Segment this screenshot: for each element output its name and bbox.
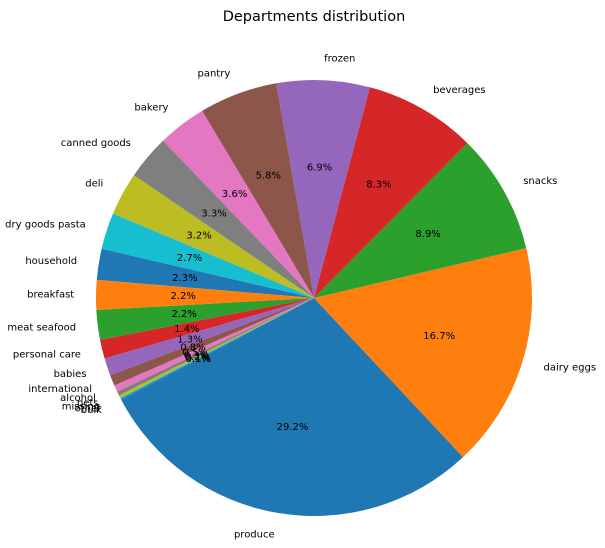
pct-label-bakery: 3.6% — [222, 189, 247, 200]
pct-label-meat-seafood: 2.2% — [172, 309, 197, 320]
slice-bakery — [163, 110, 314, 299]
slice-label-household: household — [25, 256, 77, 267]
pct-label-pantry: 5.8% — [256, 170, 281, 181]
pct-label-produce: 29.2% — [277, 422, 309, 433]
slice-frozen — [276, 79, 370, 299]
slice-label-breakfast: breakfast — [27, 290, 74, 301]
slice-label-other: other — [75, 404, 103, 415]
slice-label-bulk: bulk — [81, 405, 102, 416]
slice-breakfast — [95, 279, 314, 311]
slice-label-produce: produce — [234, 530, 275, 541]
slice-label-international: international — [28, 384, 92, 395]
slice-bulk — [120, 298, 314, 401]
slice-produce — [121, 298, 464, 516]
slice-babies — [104, 298, 314, 376]
slice-dairy-eggs — [314, 248, 533, 458]
slice-label-missing: missing — [62, 402, 100, 413]
slice-label-babies: babies — [54, 369, 87, 380]
slice-labels: produce dairy eggs snacks beverages frozen pa… — [5, 53, 596, 540]
slice-canned-goods — [133, 140, 314, 298]
slice-label-bakery: bakery — [134, 102, 168, 113]
slice-missing — [119, 298, 314, 398]
pct-label-babies: 1.3% — [177, 334, 202, 345]
percentage-labels: 29.2% 16.7% 8.9% 8.3% 6.9% 5.8% 3.6% 3.3% 3.2% 2.… — [171, 162, 456, 433]
slice-label-canned-goods: canned goods — [61, 138, 131, 149]
slice-meat-seafood — [96, 298, 314, 340]
slice-label-snacks: snacks — [523, 176, 557, 187]
pct-label-snacks: 8.9% — [415, 229, 440, 240]
slice-label-pets: pets — [77, 398, 99, 409]
pct-label-bulk: 0.1% — [186, 354, 211, 365]
slice-label-meat-seafood: meat seafood — [7, 323, 76, 334]
pct-label-household: 2.3% — [172, 273, 197, 284]
slice-dry-goods-pasta — [101, 213, 315, 298]
pct-label-pets: 0.3% — [184, 350, 209, 361]
slice-label-pantry: pantry — [197, 68, 230, 79]
slice-snacks — [314, 143, 527, 298]
slice-label-dairy-eggs: dairy eggs — [544, 362, 597, 373]
pct-label-other: 0.1% — [185, 353, 210, 364]
pct-label-deli: 3.2% — [186, 231, 211, 242]
pct-label-breakfast: 2.2% — [171, 291, 196, 302]
pct-label-alcohol: 0.5% — [182, 347, 207, 358]
slice-alcohol — [114, 298, 314, 392]
slice-label-alcohol: alcohol — [60, 393, 96, 404]
pct-label-frozen: 6.9% — [307, 162, 332, 173]
slice-label-dry-goods-pasta: dry goods pasta — [5, 219, 86, 230]
slice-label-deli: deli — [85, 179, 103, 190]
slice-label-frozen: frozen — [324, 53, 355, 64]
slice-other — [120, 298, 314, 400]
slice-international — [110, 298, 315, 386]
slice-household — [96, 248, 314, 298]
slice-deli — [112, 175, 314, 298]
slice-label-personal-care: personal care — [13, 349, 81, 360]
pct-label-beverages: 8.3% — [366, 179, 391, 190]
pct-label-personal-care: 1.4% — [174, 324, 199, 335]
pct-label-dry-goods-pasta: 2.7% — [177, 253, 202, 264]
slice-pets — [117, 298, 314, 396]
pct-label-canned-goods: 3.3% — [201, 209, 226, 220]
slice-beverages — [314, 87, 468, 299]
pct-label-dairy-eggs: 16.7% — [423, 331, 455, 342]
pie-slices — [95, 79, 533, 516]
pct-label-international: 0.8% — [180, 343, 205, 354]
chart-title: Departments distribution — [223, 9, 406, 25]
slice-personal-care — [100, 298, 314, 359]
pct-label-missing: 0.2% — [185, 352, 210, 363]
slice-pantry — [202, 83, 314, 298]
slice-label-beverages: beverages — [433, 85, 486, 96]
